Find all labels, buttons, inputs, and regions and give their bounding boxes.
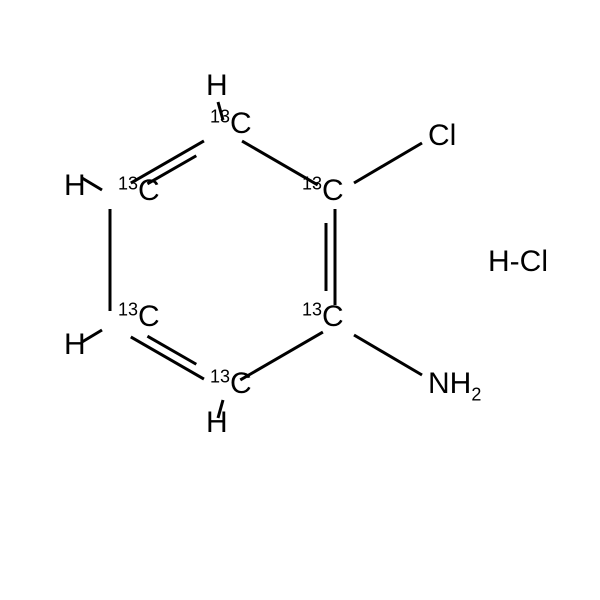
hydrogen-h4: H — [64, 328, 86, 361]
atom-c4: 13C — [118, 300, 160, 334]
hydrogen-h5: H — [64, 169, 86, 202]
hydrogen-h6: H — [206, 69, 228, 102]
counterion-hcl: H-Cl — [488, 245, 548, 278]
atom-c6: 13C — [210, 107, 252, 141]
ring-bond-2 — [131, 337, 204, 379]
hydrogen-h3: H — [206, 406, 228, 439]
atom-c1: 13C — [302, 174, 344, 208]
molecule-diagram: 13C 13C 13C 13C 13C 13C H H H H Cl NH2 H-Cl — [0, 0, 600, 600]
atom-c5: 13C — [118, 174, 160, 208]
atom-c2: 13C — [302, 300, 344, 334]
atom-c3: 13C — [210, 367, 252, 401]
bond-c2-nh2 — [354, 335, 422, 375]
substituent-cl: Cl — [428, 119, 456, 152]
bond-c1-cl — [354, 143, 422, 183]
substituent-nh2: NH2 — [428, 367, 481, 405]
ring-bond-1 — [240, 332, 323, 380]
